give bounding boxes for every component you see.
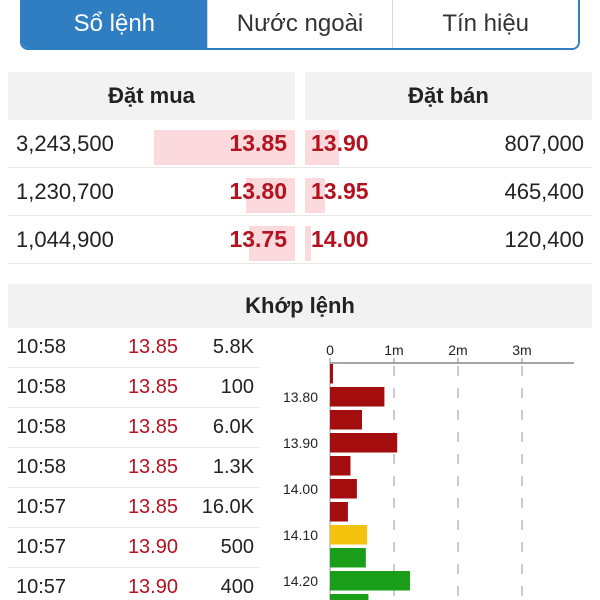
trade-row: 10:57 13.90 500 [8, 528, 260, 568]
trade-time: 10:57 [16, 496, 67, 518]
volume-bar [330, 433, 398, 453]
buy-side: 1,230,700 13.80 [8, 168, 295, 215]
trade-volume: 100 [220, 376, 254, 398]
trade-time: 10:58 [16, 456, 67, 478]
trade-row: 10:58 13.85 1.3K [8, 448, 260, 488]
trade-time: 10:57 [16, 536, 67, 558]
trade-row: 10:57 13.90 400 [8, 568, 260, 600]
volume-bar [330, 387, 385, 407]
trade-price: 13.85 [127, 456, 178, 478]
trade-volume: 500 [220, 536, 254, 558]
trade-row: 10:58 13.85 5.8K [8, 328, 260, 368]
y-tick-label: 13.90 [283, 435, 318, 451]
trade-time: 10:57 [16, 576, 67, 598]
y-tick-label: 14.10 [283, 527, 318, 543]
segmented-tabs: Sổ lệnh Nước ngoài Tín hiệu [20, 0, 580, 50]
volume-bar [330, 548, 366, 568]
order-book-header: Đặt mua Đặt bán [8, 72, 592, 120]
sell-volume-bar [305, 226, 311, 261]
buy-header: Đặt mua [8, 72, 295, 120]
buy-volume-bar [249, 226, 295, 261]
trade-row: 10:57 13.85 16.0K [8, 488, 260, 528]
trade-price: 13.85 [127, 336, 178, 358]
buy-side: 1,044,900 13.75 [8, 216, 295, 263]
match-title: Khớp lệnh [8, 284, 592, 328]
trade-volume: 400 [220, 576, 254, 598]
order-book-row[interactable]: 3,243,500 13.85 13.90 807,000 [8, 120, 592, 168]
volume-bar [330, 502, 348, 522]
sell-volume-bar [305, 130, 340, 165]
trade-price: 13.85 [127, 496, 178, 518]
volume-bar [330, 364, 333, 384]
buy-side: 3,243,500 13.85 [8, 120, 295, 167]
tab-tin-hieu[interactable]: Tín hiệu [392, 0, 578, 48]
trade-price: 13.85 [127, 416, 178, 438]
sell-volume-bar [305, 178, 326, 213]
trade-time: 10:58 [16, 416, 67, 438]
buy-volume: 1,044,900 [16, 226, 114, 252]
sell-side: 14.00 120,400 [305, 216, 592, 263]
y-tick-label: 14.20 [283, 573, 318, 589]
order-book: Đặt mua Đặt bán 3,243,500 13.85 13.90 807,0… [8, 72, 592, 264]
order-book-row[interactable]: 1,044,900 13.75 14.00 120,400 [8, 216, 592, 264]
buy-volume-bar [246, 178, 295, 213]
trade-price: 13.85 [127, 376, 178, 398]
trade-volume: 1.3K [212, 456, 254, 478]
trade-price: 13.90 [127, 576, 178, 598]
trade-volume: 6.0K [212, 416, 254, 438]
tab-nuoc-ngoai[interactable]: Nước ngoài [206, 0, 393, 48]
sell-volume: 120,400 [504, 226, 584, 252]
volume-bar [330, 479, 357, 499]
trade-time: 10:58 [16, 376, 67, 398]
x-tick-label: 1m [384, 342, 403, 358]
sell-side: 13.95 465,400 [305, 168, 592, 215]
sell-side: 13.90 807,000 [305, 120, 592, 167]
buy-volume: 3,243,500 [16, 130, 114, 156]
volume-bar [330, 594, 369, 600]
buy-volume: 1,230,700 [16, 178, 114, 204]
trade-time: 10:58 [16, 336, 67, 358]
sell-volume: 465,400 [504, 178, 584, 204]
y-tick-label: 13.80 [283, 389, 318, 405]
sell-header: Đặt bán [305, 72, 592, 120]
trade-row: 10:58 13.85 6.0K [8, 408, 260, 448]
x-tick-label: 2m [448, 342, 467, 358]
order-book-row[interactable]: 1,230,700 13.80 13.95 465,400 [8, 168, 592, 216]
volume-bar [330, 410, 362, 430]
buy-price[interactable]: 13.85 [229, 130, 287, 156]
volume-bar [330, 571, 410, 591]
trade-volume: 16.0K [201, 496, 254, 518]
trade-price: 13.90 [127, 536, 178, 558]
y-tick-label: 14.00 [283, 481, 318, 497]
x-tick-label: 0 [326, 342, 334, 358]
volume-bar [330, 456, 351, 476]
buy-price[interactable]: 13.75 [229, 226, 287, 252]
sell-price[interactable]: 14.00 [311, 226, 369, 252]
sell-price[interactable]: 13.95 [311, 178, 369, 204]
trade-volume: 5.8K [212, 336, 254, 358]
trade-row: 10:58 13.85 100 [8, 368, 260, 408]
sell-price[interactable]: 13.90 [311, 130, 369, 156]
x-tick-label: 3m [512, 342, 531, 358]
buy-price[interactable]: 13.80 [229, 178, 287, 204]
tab-so-lenh[interactable]: Sổ lệnh [22, 0, 207, 48]
sell-volume: 807,000 [504, 130, 584, 156]
buy-volume-bar [154, 130, 295, 165]
volume-bar [330, 525, 368, 545]
price-volume-chart: 0 1m 2m 3m 13.80 13.90 14.00 14.10 14.20 [270, 330, 590, 600]
trade-list[interactable]: 10:58 13.85 5.8K 10:58 13.85 100 10:58 13.85 6.0… [8, 328, 260, 600]
price-volume-svg: 0 1m 2m 3m 13.80 13.90 14.00 14.10 14.20 [283, 342, 574, 600]
